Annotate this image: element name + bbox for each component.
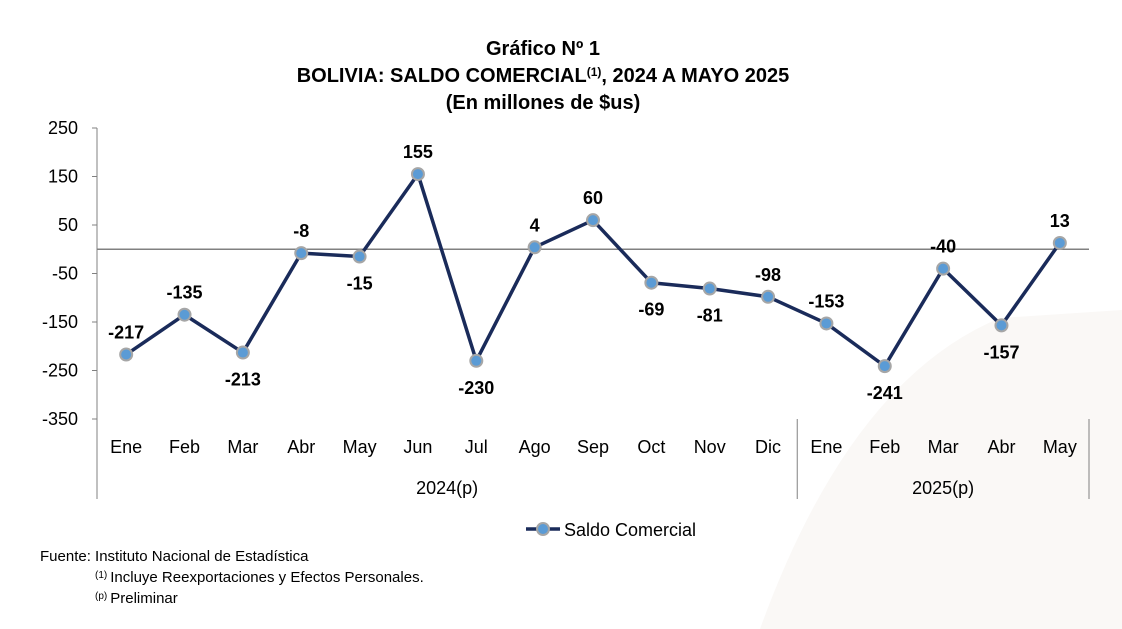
- data-label: -98: [755, 265, 781, 285]
- data-label: 13: [1050, 211, 1070, 231]
- y-tick-label: 150: [48, 167, 78, 187]
- y-tick-label: 50: [58, 215, 78, 235]
- data-label: -8: [293, 221, 309, 241]
- data-point: [586, 213, 600, 228]
- x-tick-label: Ago: [519, 437, 551, 457]
- data-point: [877, 359, 892, 374]
- legend: Saldo Comercial: [526, 520, 696, 540]
- source-note: Fuente: Instituto Nacional de Estadístic…: [40, 548, 309, 565]
- y-tick-label: -350: [42, 409, 78, 429]
- title-line2-tail: , 2024 A MAYO 2025: [601, 65, 790, 87]
- title-line2-sup: (1): [586, 65, 602, 79]
- x-tick-label: Jul: [465, 437, 488, 457]
- x-tick-label: May: [343, 437, 377, 457]
- decorative-background-shape: [760, 310, 1122, 629]
- x-tick-label: Feb: [869, 437, 900, 457]
- data-label: -69: [638, 300, 664, 320]
- data-point: [936, 261, 951, 276]
- footnote-2-mark: (p): [95, 591, 108, 602]
- group-label: 2025(p): [912, 478, 974, 498]
- data-label: -157: [983, 342, 1019, 362]
- data-point: [994, 318, 1009, 333]
- data-label: -135: [167, 283, 203, 303]
- x-tick-label: Jun: [403, 437, 432, 457]
- x-tick-label: Ene: [810, 437, 842, 457]
- y-tick-label: -250: [42, 361, 78, 381]
- x-tick-label: Abr: [287, 437, 315, 457]
- footnote-1: (1) Incluye Reexportaciones y Efectos Per…: [40, 567, 424, 588]
- footnotes: Fuente: Instituto Nacional de Estadístic…: [40, 546, 424, 609]
- data-label: -230: [458, 378, 494, 398]
- title-line3: (En millones de $us): [445, 92, 641, 114]
- legend-marker: [536, 522, 550, 536]
- x-tick-label: May: [1043, 437, 1077, 457]
- data-label: -217: [108, 322, 144, 342]
- data-point: [235, 345, 250, 360]
- data-label: -81: [697, 306, 723, 326]
- title-line2-main: BOLIVIA: SALDO COMERCIAL: [296, 65, 587, 87]
- data-label: -241: [867, 383, 903, 403]
- data-label: 4: [530, 215, 540, 235]
- x-tick-label: Sep: [577, 437, 609, 457]
- data-point: [410, 167, 425, 182]
- data-point: [177, 307, 192, 322]
- x-tick-label: Oct: [637, 437, 665, 457]
- footnote-2: (p) Preliminar: [40, 588, 424, 609]
- data-point: [819, 316, 834, 331]
- legend-label: Saldo Comercial: [564, 520, 696, 540]
- title-line1: Gráfico Nº 1: [485, 38, 600, 60]
- x-tick-label: Mar: [928, 437, 959, 457]
- x-tick-label: Ene: [110, 437, 142, 457]
- data-labels: -217 -135 -213 -8 -15 155 -230 4 60 -69 -81 -98 -153…: [108, 142, 1070, 403]
- data-label: 60: [583, 188, 603, 208]
- footnote-1-mark: (1): [95, 570, 108, 581]
- data-point: [644, 275, 659, 290]
- group-label: 2024(p): [416, 478, 478, 498]
- data-point: [352, 249, 367, 264]
- data-point: [761, 289, 776, 304]
- y-tick-label: 250: [48, 118, 78, 138]
- x-tick-label: Feb: [169, 437, 200, 457]
- chart-title: Gráfico Nº 1 BOLIVIA: SALDO COMERCIAL(1)…: [0, 36, 1086, 117]
- data-label: -213: [225, 370, 261, 390]
- data-point: [702, 281, 717, 296]
- x-tick-label: Abr: [987, 437, 1015, 457]
- y-tick-label: -150: [42, 312, 78, 332]
- data-label: -15: [347, 274, 373, 294]
- series-group: [119, 167, 1067, 374]
- x-tick-label: Nov: [694, 437, 726, 457]
- data-point: [119, 347, 134, 362]
- data-point: [469, 353, 484, 368]
- footnote-2-text: Preliminar: [110, 590, 178, 607]
- data-label: -40: [930, 237, 956, 257]
- y-tick-label: -50: [52, 264, 78, 284]
- data-label: 155: [403, 142, 433, 162]
- footnote-1-text: Incluye Reexportaciones y Efectos Person…: [110, 569, 424, 586]
- data-point: [527, 240, 542, 255]
- x-tick-label: Dic: [755, 437, 781, 457]
- data-point: [1052, 235, 1067, 250]
- x-tick-label: Mar: [227, 437, 258, 457]
- chart-axes: 250 150 50 -50 -150 -250 -350 Ene Feb Mar Abr May Ju…: [42, 118, 1090, 499]
- data-label: -153: [808, 291, 844, 311]
- title-line2: BOLIVIA: SALDO COMERCIAL(1), 2024 A MAYO…: [0, 63, 1086, 90]
- data-point: [294, 246, 309, 261]
